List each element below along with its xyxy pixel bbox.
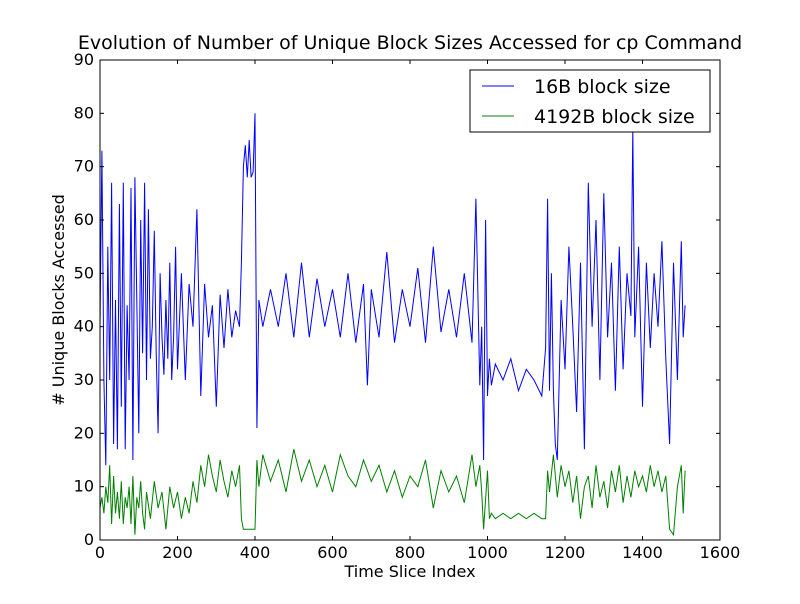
y-tick-label: 50 — [74, 263, 94, 282]
legend-box — [469, 69, 711, 133]
y-tick-label: 90 — [74, 50, 94, 69]
x-tick-label: 600 — [317, 543, 348, 562]
x-tick-label: 1400 — [622, 543, 663, 562]
plot-area — [100, 113, 686, 537]
y-tick-label: 20 — [74, 423, 94, 442]
y-tick-label: 40 — [74, 317, 94, 336]
y-tick-label: 30 — [74, 370, 94, 389]
x-tick-label: 200 — [162, 543, 193, 562]
x-tick-label: 400 — [240, 543, 271, 562]
series-line-4192b-block-size — [100, 449, 686, 537]
y-tick-label: 80 — [74, 103, 94, 122]
series-line-16b-block-size — [100, 113, 686, 466]
y-axis-label: # Unique Blocks Accessed — [49, 194, 68, 405]
y-tick-label: 10 — [74, 477, 94, 496]
y-tick-label: 70 — [74, 157, 94, 176]
legend-label: 4192B block size — [534, 106, 695, 128]
x-tick-label: 0 — [95, 543, 105, 562]
axes: 0 200 400 600 800 1000 1200 1400 1600 0 10 20 30 40 50… — [74, 50, 741, 562]
x-tick-label: 800 — [395, 543, 426, 562]
y-tick-label: 60 — [74, 210, 94, 229]
x-tick-label: 1600 — [700, 543, 741, 562]
chart-title: Evolution of Number of Unique Block Size… — [78, 32, 742, 54]
y-tick-label: 0 — [84, 530, 94, 549]
legend-label: 16B block size — [534, 76, 671, 98]
x-tick-label: 1000 — [467, 543, 508, 562]
x-tick-label: 1200 — [545, 543, 586, 562]
x-axis-label: Time Slice Index — [343, 562, 475, 581]
legend: 16B block size 4192B block size — [469, 69, 711, 133]
